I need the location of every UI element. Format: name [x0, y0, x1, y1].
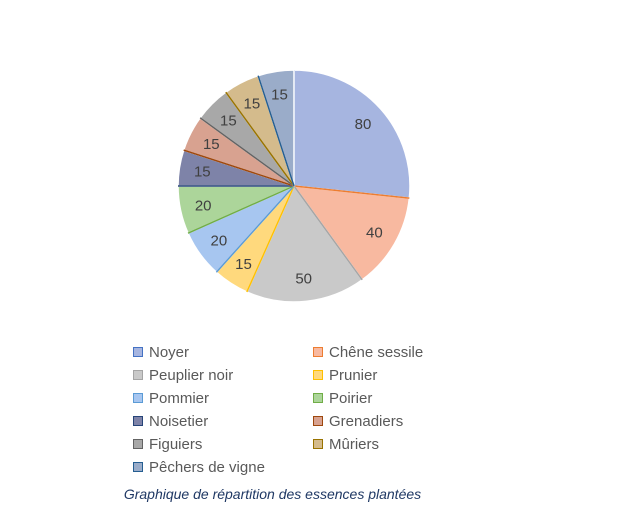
pie-slice-0	[293, 69, 411, 199]
pie-slices	[177, 69, 411, 303]
legend-swatch	[133, 347, 143, 357]
legend-swatch	[133, 416, 143, 426]
legend-swatch	[313, 439, 323, 449]
data-label-4: 20	[211, 233, 228, 250]
legend-label: Chêne sessile	[329, 343, 424, 361]
data-label-5: 20	[195, 197, 212, 214]
pie-slice-edge-5	[187, 185, 295, 234]
legend-swatch	[133, 393, 143, 403]
legend-swatch	[313, 416, 323, 426]
legend-label: Pêchers de vigne	[149, 458, 265, 476]
pie-slice-edge-3	[246, 185, 295, 293]
chart-legend: Noyer Chêne sessile Peuplier noir Prunier Po…	[133, 342, 473, 477]
data-label-9: 15	[244, 95, 261, 112]
legend-label: Prunier	[329, 366, 378, 384]
pie-slice-edge-4	[215, 185, 295, 273]
pie-slice-edge-9	[225, 91, 295, 187]
legend-swatch	[313, 347, 323, 357]
legend-label: Grenadiers	[329, 412, 404, 430]
pie-slice-edge-1	[293, 185, 410, 199]
legend-label: Pommier	[149, 389, 210, 407]
legend-item: Poirier	[313, 388, 473, 408]
legend-label: Peuplier noir	[149, 366, 234, 384]
legend-item: Pêchers de vigne	[133, 457, 313, 477]
legend-item: Mûriers	[313, 434, 473, 454]
legend-swatch	[313, 370, 323, 380]
legend-label: Mûriers	[329, 435, 380, 453]
pie-slice-1	[292, 185, 411, 281]
legend-label: Figuiers	[149, 435, 203, 453]
legend-item: Noyer	[133, 342, 313, 362]
data-label-0: 80	[355, 116, 372, 133]
legend-item: Prunier	[313, 365, 473, 385]
pie-slice-edge-7	[183, 149, 295, 187]
pie-slice-edge-2	[293, 185, 363, 281]
pie-slice-2	[245, 184, 364, 303]
legend-swatch	[133, 439, 143, 449]
legend-swatch	[133, 462, 143, 472]
pie-slice-edge-8	[199, 117, 295, 187]
legend-item: Chêne sessile	[313, 342, 473, 362]
legend-item: Figuiers	[133, 434, 313, 454]
chart-caption: Graphique de répartition des essences pl…	[123, 486, 422, 502]
data-label-3: 15	[235, 256, 252, 273]
legend-item: Peuplier noir	[133, 365, 313, 385]
legend-label: Noyer	[149, 343, 190, 361]
legend-swatch	[133, 370, 143, 380]
data-label-1: 40	[366, 224, 383, 241]
data-label-8: 15	[220, 112, 237, 129]
legend-item: Pommier	[133, 388, 313, 408]
legend-label: Noisetier	[149, 412, 209, 430]
data-label-7: 15	[203, 136, 220, 153]
data-label-10: 15	[271, 86, 288, 103]
legend-item: Grenadiers	[313, 411, 473, 431]
legend-swatch	[313, 393, 323, 403]
pie-slice-edge-10	[257, 75, 295, 187]
legend-item: Noisetier	[133, 411, 313, 431]
data-label-6: 15	[194, 164, 211, 181]
legend-label: Poirier	[329, 389, 373, 407]
data-label-2: 50	[295, 270, 312, 287]
